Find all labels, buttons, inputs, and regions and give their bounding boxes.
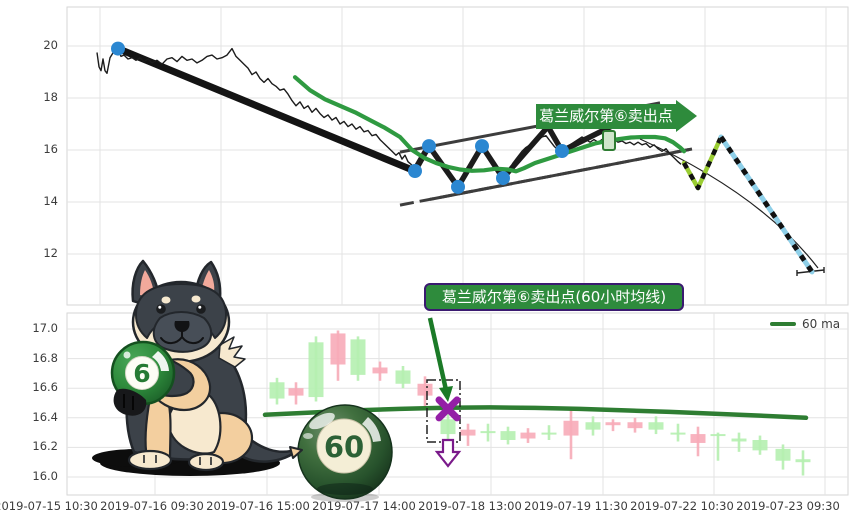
candle-body bbox=[731, 438, 747, 442]
ma-line bbox=[292, 75, 687, 174]
candle-body bbox=[288, 388, 304, 396]
candle-body bbox=[520, 432, 536, 439]
swing-point-dot bbox=[111, 41, 125, 56]
chart-layer bbox=[66, 6, 849, 496]
sell-point-annotation: 葛兰威尔第⑥卖出点 bbox=[536, 104, 676, 129]
candle-body bbox=[269, 382, 285, 399]
ball-6-number: 6 bbox=[133, 359, 150, 388]
x-tick-label: 2019-07-19 11:30 bbox=[524, 499, 628, 513]
x-tick-label: 2019-07-15 10:30 bbox=[0, 499, 98, 513]
candle-body bbox=[308, 342, 324, 398]
sell-marker-x bbox=[435, 396, 461, 422]
x-tick-label: 2019-07-16 09:30 bbox=[100, 499, 204, 513]
bottom-y-tick-label: 17.0 bbox=[32, 321, 58, 335]
candle-body bbox=[670, 432, 686, 435]
bottom-y-tick-label: 16.4 bbox=[32, 409, 58, 424]
bottom-grid-border bbox=[66, 312, 849, 496]
x-tick-label: 2019-07-22 10:30 bbox=[630, 499, 734, 513]
swing-point-dot bbox=[422, 139, 436, 154]
swing-zigzag-line bbox=[412, 121, 619, 190]
bottom-y-tick-label: 16.8 bbox=[32, 350, 58, 365]
candle-body bbox=[605, 422, 621, 426]
sell-point-60ma-annotation: 葛兰威尔第⑥卖出点(60小时均线) bbox=[424, 283, 684, 311]
candle-body bbox=[350, 339, 366, 375]
dog-mascot-image: 6 bbox=[92, 259, 303, 476]
candle-body bbox=[372, 367, 388, 374]
forecast-green-zigzag-dashes bbox=[682, 136, 724, 191]
candle-body bbox=[480, 431, 496, 434]
swing-point-dot bbox=[408, 164, 422, 179]
projection-arc bbox=[639, 138, 819, 269]
candle-body bbox=[440, 419, 456, 435]
top-y-tick-label: 20 bbox=[43, 38, 58, 52]
legend-label: 60 ma bbox=[802, 317, 841, 331]
x-tick-label: 2019-07-16 15:00 bbox=[206, 499, 310, 513]
highlight-box bbox=[426, 379, 461, 443]
forecast-green-zigzag-base bbox=[681, 134, 724, 191]
forecast-blue-line-dashes bbox=[718, 135, 815, 274]
x-tick-label: 2019-07-17 14:00 bbox=[312, 499, 416, 513]
legend-60ma[interactable]: 60 ma bbox=[770, 317, 840, 331]
candle-body bbox=[752, 440, 768, 451]
down-arrow-outline-icon bbox=[434, 438, 462, 468]
candle-body bbox=[500, 431, 516, 440]
x-tick-label: 2019-07-23 09:30 bbox=[736, 499, 840, 513]
sell-point-annotation-arrowhead bbox=[676, 100, 697, 132]
candle-body bbox=[627, 422, 643, 429]
top-y-tick-label: 14 bbox=[43, 194, 58, 208]
candle-body bbox=[417, 383, 433, 396]
pointer-arrow-head bbox=[439, 386, 453, 402]
candle-body bbox=[330, 333, 346, 365]
top-y-tick-label: 18 bbox=[43, 90, 58, 104]
ball-60-icon: 60 bbox=[297, 404, 393, 502]
bottom-y-tick-label: 16.0 bbox=[32, 469, 58, 483]
ball-60-number: 60 bbox=[324, 430, 364, 464]
bottom-y-tick-label: 16.6 bbox=[32, 380, 58, 395]
swing-point-dot bbox=[496, 171, 510, 186]
bottom-y-tick-label: 16.2 bbox=[32, 439, 58, 454]
candle-body bbox=[648, 422, 664, 430]
candle-body bbox=[541, 432, 557, 435]
pointer-arrow-shaft bbox=[427, 317, 449, 391]
candle-body bbox=[795, 459, 811, 463]
downtrend-line bbox=[114, 45, 419, 175]
top-y-tick-label: 16 bbox=[43, 142, 58, 156]
candle-body bbox=[395, 370, 411, 384]
candle-body bbox=[690, 434, 706, 443]
candle-body bbox=[563, 420, 579, 436]
sell-flag-marker bbox=[602, 130, 616, 151]
x-tick-label: 2019-07-18 13:00 bbox=[418, 499, 522, 513]
swing-point-dot bbox=[555, 144, 569, 159]
swing-point-dot bbox=[475, 139, 489, 154]
candle-body bbox=[585, 422, 601, 430]
candle-body bbox=[775, 448, 791, 461]
swing-point-dot bbox=[451, 179, 465, 194]
top-y-tick-label: 12 bbox=[43, 246, 58, 260]
legend-line-swatch bbox=[770, 321, 796, 327]
channel-lower-line bbox=[429, 147, 693, 201]
price-line bbox=[96, 47, 682, 188]
candle-body bbox=[460, 429, 476, 436]
candle-body bbox=[710, 434, 726, 437]
